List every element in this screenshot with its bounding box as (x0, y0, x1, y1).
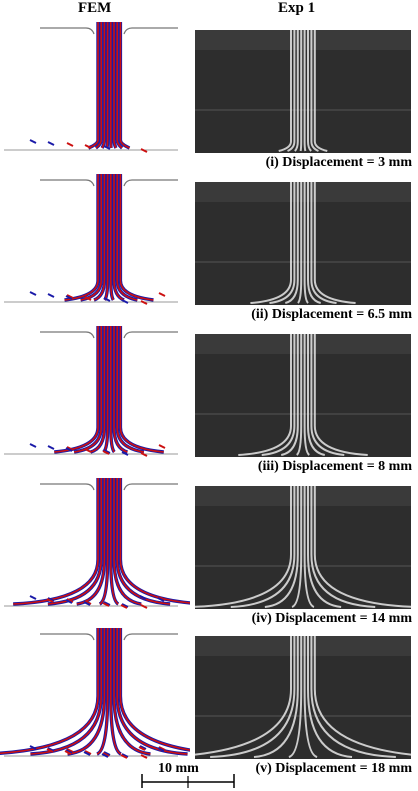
fem-simulation (4, 174, 178, 305)
fem-fiber (87, 22, 100, 150)
experiment-photo (195, 486, 411, 609)
fem-simulation (0, 628, 190, 759)
fem-fiber (30, 628, 103, 756)
fem-simulation (4, 326, 178, 457)
panel-row: (i) Displacement = 3 mm (0, 22, 418, 172)
panel-caption: (i) Displacement = 3 mm (265, 155, 412, 170)
experiment-photo (195, 182, 411, 305)
panel-row: (ii) Displacement = 6.5 mm (0, 174, 418, 324)
panel-caption: (v) Displacement = 18 mm (255, 761, 412, 776)
panel-caption: (iii) Displacement = 8 mm (257, 459, 412, 474)
fem-header: FEM (78, 0, 112, 16)
panel-row: (iv) Displacement = 14 mm (0, 478, 418, 628)
panel-caption: (ii) Displacement = 6.5 mm (251, 307, 412, 322)
panel-row: (iii) Displacement = 8 mm (0, 326, 418, 476)
fem-simulation (4, 478, 190, 609)
experiment-photo (195, 636, 411, 759)
experiment-photo (195, 30, 411, 153)
fem-fiber (118, 22, 131, 150)
scale-bar-label: 10 mm (158, 761, 199, 776)
panel-row: (v) Displacement = 18 mm (0, 628, 418, 778)
panel-caption: (iv) Displacement = 14 mm (251, 611, 412, 626)
experiment-header: Exp 1 (278, 0, 316, 16)
fem-fiber (118, 326, 164, 454)
experiment-photo (195, 334, 411, 457)
fem-fiber (0, 628, 100, 755)
fem-fiber (115, 628, 188, 756)
fem-fiber (118, 174, 154, 302)
scale-bar (141, 774, 235, 788)
fem-fiber (118, 478, 190, 605)
fem-simulation (4, 22, 178, 153)
fem-fiber (54, 326, 100, 454)
fem-fiber (64, 174, 100, 302)
